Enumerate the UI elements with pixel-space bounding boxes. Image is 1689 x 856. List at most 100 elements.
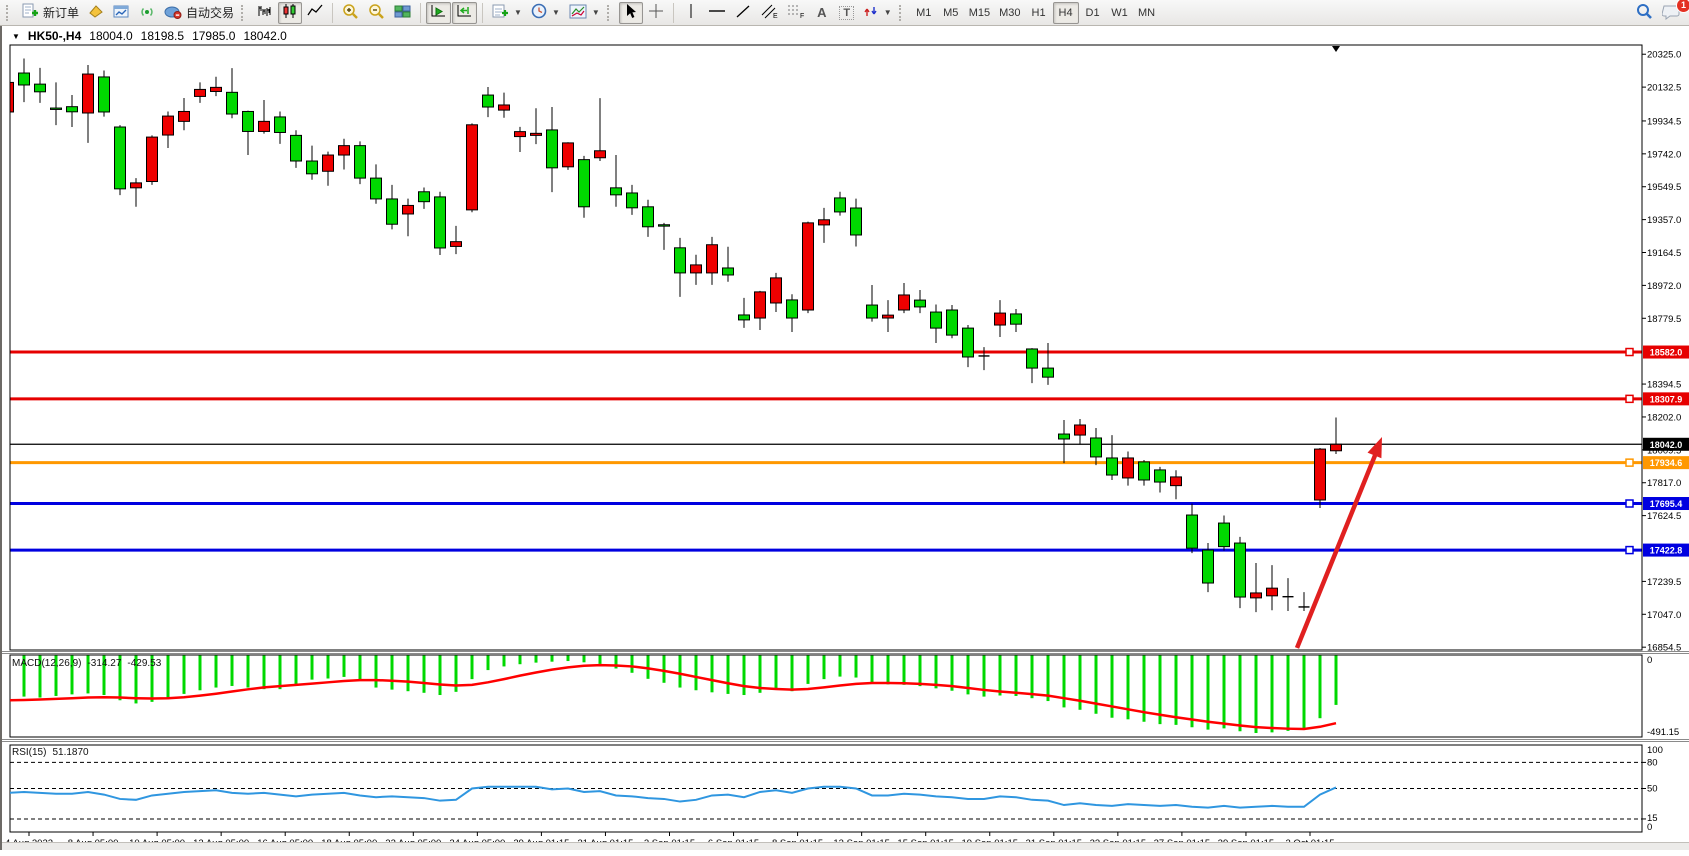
- symbol-collapse-icon[interactable]: ▼: [12, 31, 20, 41]
- horizontal-line-icon: [708, 4, 726, 21]
- candle: [1234, 542, 1246, 598]
- time-axis-label: 3 Oct 01:15: [1285, 838, 1334, 843]
- tile-windows-button[interactable]: [390, 2, 415, 24]
- candle: [706, 244, 718, 274]
- candle: [338, 145, 350, 156]
- timeframe-m30-button[interactable]: M30: [999, 6, 1021, 19]
- vertical-line-tool-button[interactable]: [679, 2, 703, 24]
- price-badge: [1643, 345, 1689, 359]
- candle: [850, 207, 862, 236]
- timeframe-h4-button[interactable]: H4: [1052, 1, 1079, 24]
- price-axis-label: 17239.5: [1647, 577, 1681, 588]
- price-axis-label: 20132.5: [1647, 83, 1681, 94]
- candle: [1154, 469, 1166, 483]
- candle: [1202, 549, 1214, 584]
- time-axis-label: 8 Aug 05:00: [68, 838, 119, 843]
- candle: [658, 224, 670, 227]
- price-axis-label: 19934.5: [1647, 116, 1681, 127]
- auto-scroll-button[interactable]: [426, 1, 452, 24]
- candle: [1074, 424, 1086, 436]
- candle: [18, 72, 30, 86]
- candle: [770, 277, 782, 304]
- candle: [242, 110, 254, 132]
- search-button[interactable]: [1631, 2, 1657, 24]
- horizontal-line-tool-button[interactable]: [704, 2, 730, 24]
- chart-canvas[interactable]: 20325.0 20132.5 19934.5 19742.0 19549.5 19357…: [2, 26, 1689, 843]
- toolbar-separator: [482, 2, 484, 23]
- arrows-tool-button[interactable]: ▼: [860, 2, 896, 24]
- broadcast-button[interactable]: [135, 2, 159, 24]
- timeframe-m1-button[interactable]: M1: [916, 6, 932, 19]
- zoom-in-button[interactable]: [338, 2, 363, 24]
- time-axis-label: 24 Aug 05:00: [449, 838, 505, 843]
- candle: [1122, 457, 1134, 479]
- text-tool-button[interactable]: A: [810, 2, 834, 24]
- periods-button[interactable]: ▼: [527, 2, 564, 24]
- market-watch-button[interactable]: [109, 2, 134, 24]
- cursor-tool-button[interactable]: [618, 1, 643, 24]
- time-axis-label: 21 Sep 01:15: [1026, 838, 1083, 843]
- zoom-out-button[interactable]: [364, 2, 389, 24]
- line-chart-mode-button[interactable]: [303, 2, 327, 24]
- toolbar-grip[interactable]: [898, 4, 906, 21]
- new-order-button[interactable]: 新订单: [18, 2, 83, 24]
- text-label-tool-button[interactable]: T: [835, 2, 859, 24]
- price-tag-icon: [88, 4, 104, 22]
- candle: [1266, 587, 1278, 597]
- fibonacci-tool-button[interactable]: F: [783, 2, 809, 24]
- svg-text:17422.8: 17422.8: [1650, 546, 1683, 556]
- macd-layer: [10, 655, 1338, 733]
- candle: [674, 247, 686, 274]
- notifications-button[interactable]: 1: [1658, 0, 1689, 24]
- status-bar: [2, 842, 1689, 850]
- time-axis-label: 13 Sep 01:15: [833, 838, 890, 843]
- price-axis-label: 17047.0: [1647, 610, 1681, 621]
- channel-icon: E: [760, 3, 778, 22]
- timeframe-m5-button[interactable]: M5: [943, 6, 959, 19]
- candle: [402, 204, 414, 215]
- new-chart-button[interactable]: ▼: [488, 2, 526, 24]
- candle: [1106, 457, 1118, 476]
- toolbar-grip[interactable]: [6, 4, 13, 21]
- equidistant-channel-tool-button[interactable]: E: [756, 2, 782, 24]
- candlestick-icon: [282, 3, 298, 22]
- candle: [210, 86, 222, 92]
- chart-shift-button[interactable]: [452, 1, 478, 24]
- price-tag-button[interactable]: [84, 2, 108, 24]
- time-axis-label: 19 Sep 01:15: [961, 838, 1018, 843]
- clock-icon: [531, 3, 547, 22]
- price-axis-label: 18972.0: [1647, 281, 1681, 292]
- crosshair-icon: [648, 3, 664, 22]
- auto-scroll-icon: [430, 3, 447, 22]
- candle: [130, 182, 142, 189]
- candle: [146, 136, 158, 183]
- new-order-label: 新订单: [43, 6, 80, 20]
- rsi-line: [10, 785, 1337, 809]
- candle: [1330, 443, 1342, 452]
- candle: [66, 106, 78, 113]
- bar-chart-mode-button[interactable]: [253, 2, 277, 24]
- fibonacci-icon: F: [787, 3, 805, 22]
- timeframe-w1-button[interactable]: W1: [1111, 6, 1128, 19]
- timeframe-h1-button[interactable]: H1: [1031, 6, 1046, 19]
- auto-trading-button[interactable]: 自动交易: [160, 2, 238, 24]
- toolbar-grip[interactable]: [241, 4, 248, 21]
- time-axis-label: 29 Aug 01:15: [513, 838, 569, 843]
- templates-button[interactable]: ▼: [565, 2, 604, 24]
- candle: [450, 241, 462, 247]
- price-badge: [1643, 456, 1689, 470]
- candlestick-mode-button[interactable]: [278, 1, 303, 24]
- candle: [482, 94, 494, 108]
- toolbar-grip[interactable]: [606, 4, 614, 21]
- timeframe-mn-button[interactable]: MN: [1137, 6, 1156, 19]
- crosshair-tool-button[interactable]: [644, 2, 668, 24]
- timeframe-m15-button[interactable]: M15: [968, 6, 991, 19]
- line-handle: [1625, 458, 1634, 467]
- trendline-tool-button[interactable]: [731, 2, 755, 24]
- timeframe-d1-button[interactable]: D1: [1085, 6, 1100, 19]
- line-handle: [1625, 499, 1634, 508]
- candle: [82, 73, 94, 114]
- time-axis-label: 8 Sep 01:15: [772, 838, 823, 843]
- line-chart-icon: [307, 3, 323, 22]
- rsi-axis-label: 50: [1647, 784, 1658, 795]
